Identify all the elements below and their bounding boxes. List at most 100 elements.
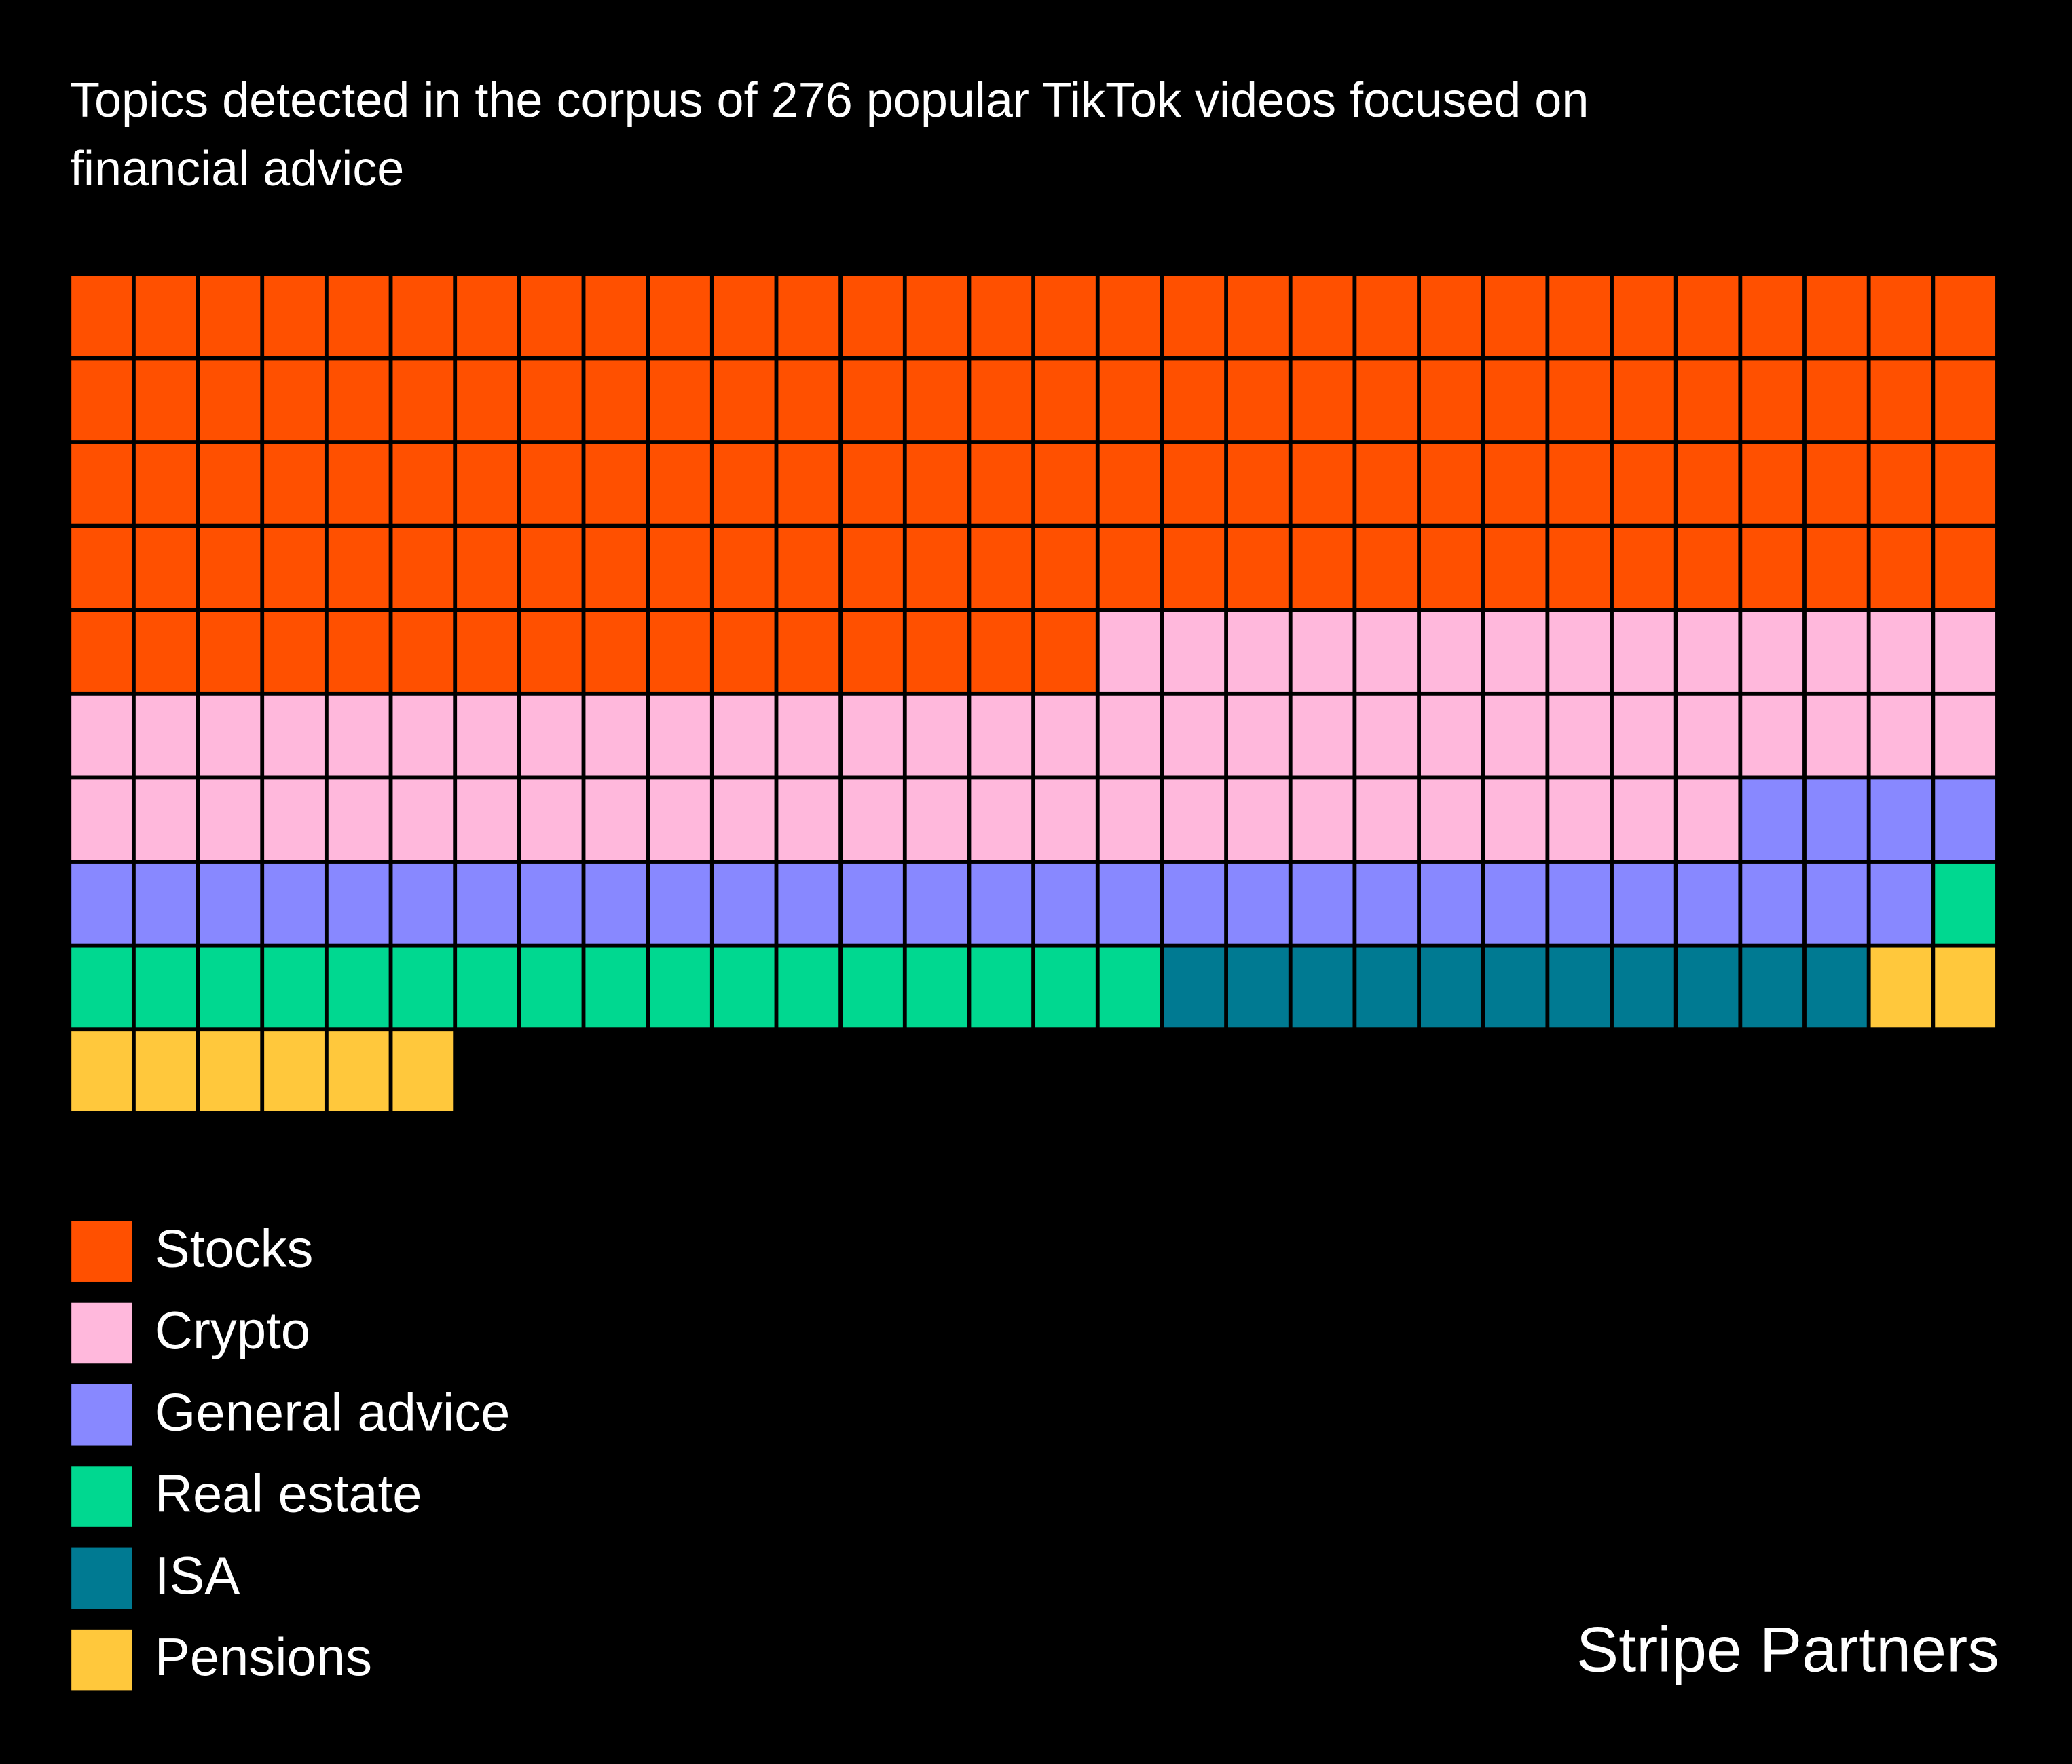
waffle-cell: [650, 443, 710, 524]
waffle-cell: [1870, 276, 1931, 356]
waffle-cell: [1228, 947, 1289, 1028]
waffle-cell: [1935, 276, 1996, 356]
waffle-cell: [1035, 528, 1096, 608]
waffle-cell: [1228, 695, 1289, 776]
waffle-cell: [264, 947, 325, 1028]
waffle-cell: [1292, 528, 1353, 608]
waffle-cell: [1678, 443, 1739, 524]
waffle-cell: [200, 1031, 261, 1111]
waffle-cell: [714, 695, 775, 776]
waffle-cell: [585, 360, 646, 441]
waffle-cell: [1292, 276, 1353, 356]
waffle-cell: [200, 779, 261, 860]
waffle-cell: [392, 360, 454, 441]
waffle-cell: [1228, 360, 1289, 441]
waffle-cell: [1228, 528, 1289, 608]
waffle-cell: [457, 443, 517, 524]
waffle-cell: [585, 779, 646, 860]
waffle-cell: [1935, 612, 1996, 692]
waffle-cell: [1228, 863, 1289, 944]
waffle-cell: [1742, 947, 1803, 1028]
waffle-cell: [1549, 276, 1610, 356]
waffle-cell: [1164, 863, 1225, 944]
waffle-cell: [1356, 695, 1418, 776]
waffle-cell: [1099, 443, 1160, 524]
waffle-cell: [1935, 360, 1996, 441]
legend-swatch: [71, 1466, 132, 1527]
waffle-cell: [200, 443, 261, 524]
waffle-cell: [1935, 443, 1996, 524]
waffle-cell: [714, 779, 775, 860]
waffle-cell: [264, 863, 325, 944]
legend-label: Crypto: [155, 1302, 310, 1360]
waffle-cell: [1164, 695, 1225, 776]
waffle-cell: [1292, 360, 1353, 441]
waffle-cell: [1292, 695, 1353, 776]
waffle-cell: [1678, 360, 1739, 441]
legend-label: ISA: [155, 1547, 240, 1605]
waffle-cell: [1742, 360, 1803, 441]
waffle-cell: [843, 695, 903, 776]
waffle-cell: [1935, 528, 1996, 608]
waffle-cell: [650, 863, 710, 944]
waffle-cell: [1099, 779, 1160, 860]
waffle-cell: [521, 779, 582, 860]
waffle-cell: [1356, 863, 1418, 944]
waffle-cell: [392, 947, 454, 1028]
waffle-cell: [71, 360, 132, 441]
waffle-cell: [135, 947, 196, 1028]
waffle-cell: [457, 695, 517, 776]
waffle-cell: [1870, 360, 1931, 441]
waffle-cell: [906, 528, 967, 608]
waffle-cell: [1806, 863, 1867, 944]
waffle-cell: [1035, 276, 1096, 356]
waffle-cell: [328, 695, 389, 776]
waffle-cell: [1099, 695, 1160, 776]
waffle-cell: [714, 863, 775, 944]
waffle-cell: [71, 612, 132, 692]
waffle-cell: [1549, 779, 1610, 860]
waffle-cell: [714, 528, 775, 608]
waffle-cell: [328, 612, 389, 692]
waffle-cell: [135, 443, 196, 524]
waffle-cell: [392, 443, 454, 524]
waffle-cell: [200, 276, 261, 356]
waffle-cell: [714, 276, 775, 356]
waffle-cell: [392, 528, 454, 608]
waffle-cell: [1356, 779, 1418, 860]
waffle-cell: [1099, 276, 1160, 356]
legend-label: Pensions: [155, 1628, 372, 1687]
waffle-cell: [1164, 612, 1225, 692]
waffle-cell: [200, 947, 261, 1028]
waffle-cell: [1356, 947, 1418, 1028]
waffle-cell: [135, 779, 196, 860]
waffle-cell: [1870, 612, 1931, 692]
waffle-cell: [1228, 276, 1289, 356]
waffle-cell: [714, 612, 775, 692]
waffle-cell: [585, 947, 646, 1028]
waffle-cell: [1164, 947, 1225, 1028]
waffle-cell: [843, 360, 903, 441]
waffle-cell: [264, 695, 325, 776]
waffle-cell: [1356, 276, 1418, 356]
waffle-cell: [264, 360, 325, 441]
waffle-cell: [1613, 695, 1674, 776]
waffle-cell: [906, 863, 967, 944]
waffle-cell: [778, 612, 839, 692]
waffle-cell: [1806, 528, 1867, 608]
waffle-cell: [1806, 612, 1867, 692]
waffle-cell: [71, 779, 132, 860]
waffle-cell: [1549, 528, 1610, 608]
waffle-cell: [1035, 779, 1096, 860]
waffle-cell: [264, 612, 325, 692]
waffle-cell: [778, 276, 839, 356]
waffle-cell: [585, 443, 646, 524]
waffle-cell: [1485, 863, 1546, 944]
waffle-cell: [392, 612, 454, 692]
waffle-cell: [521, 947, 582, 1028]
waffle-cell: [843, 276, 903, 356]
waffle-cell: [1035, 443, 1096, 524]
chart-title: Topics detected in the corpus of 276 pop…: [70, 73, 1589, 196]
